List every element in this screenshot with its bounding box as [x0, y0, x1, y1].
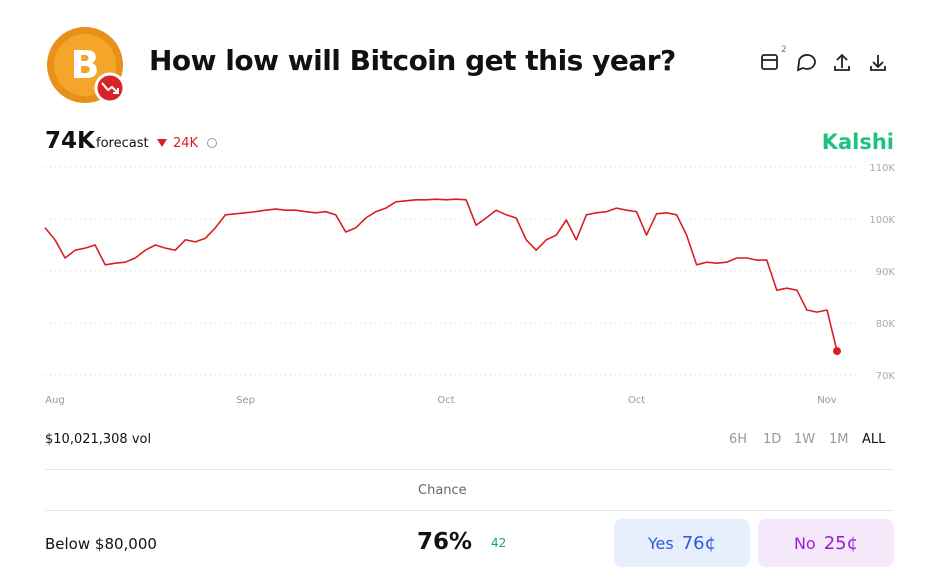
yes-button[interactable]: Yes 76¢ — [614, 519, 750, 567]
chance: 76% — [417, 529, 473, 555]
svg-text:B: B — [71, 43, 100, 87]
y-tick-label: 110K — [869, 163, 895, 174]
chance-change: 42 — [491, 536, 507, 550]
yes-price: 76¢ — [681, 532, 717, 554]
last-point — [833, 347, 841, 356]
range-button[interactable]: 1D — [763, 432, 782, 447]
x-tick-label: Oct — [437, 395, 454, 406]
toolbar-icons[interactable] — [761, 53, 886, 72]
no-label: No — [793, 533, 816, 553]
price-line — [44, 198, 838, 352]
chart: B 2 70K 80K 90K 100K 110K Aug Sep Oct Oct Nov — [44, 27, 896, 406]
brand: Kalshi — [821, 130, 894, 154]
bitcoin-logo: B — [47, 27, 126, 104]
x-tick-label: Oct — [628, 395, 645, 406]
column-header: Chance — [418, 483, 467, 498]
range-button[interactable]: 1W — [794, 432, 816, 447]
y-tick-label: 100K — [869, 215, 895, 226]
y-tick-label: 80K — [876, 319, 896, 330]
yes-label: Yes — [647, 533, 674, 553]
forecast-change: 24K — [173, 136, 199, 151]
forecast-label: forecast — [96, 136, 149, 151]
divider — [45, 510, 894, 511]
x-tick-label: Aug — [45, 395, 65, 406]
range-button[interactable]: 6H — [729, 432, 748, 447]
range-button[interactable]: ALL — [862, 432, 886, 447]
volume: $10,021,308 vol — [45, 432, 152, 447]
calendar-badge: 2 — [781, 45, 787, 55]
y-tick-label: 70K — [876, 371, 896, 382]
info-icon — [207, 138, 217, 148]
title: How low will Bitcoin get this year? — [149, 44, 676, 77]
forecast-value: 74K — [45, 128, 95, 154]
y-tick-label: 90K — [876, 267, 896, 278]
divider — [45, 469, 894, 470]
range-button[interactable]: 1M — [829, 432, 849, 447]
no-price: 25¢ — [823, 532, 859, 554]
down-arrow — [157, 139, 167, 147]
market-name: Below $80,000 — [45, 535, 157, 553]
x-tick-label: Nov — [817, 395, 837, 406]
no-button[interactable]: No 25¢ — [758, 519, 894, 567]
x-tick-label: Sep — [236, 395, 255, 406]
